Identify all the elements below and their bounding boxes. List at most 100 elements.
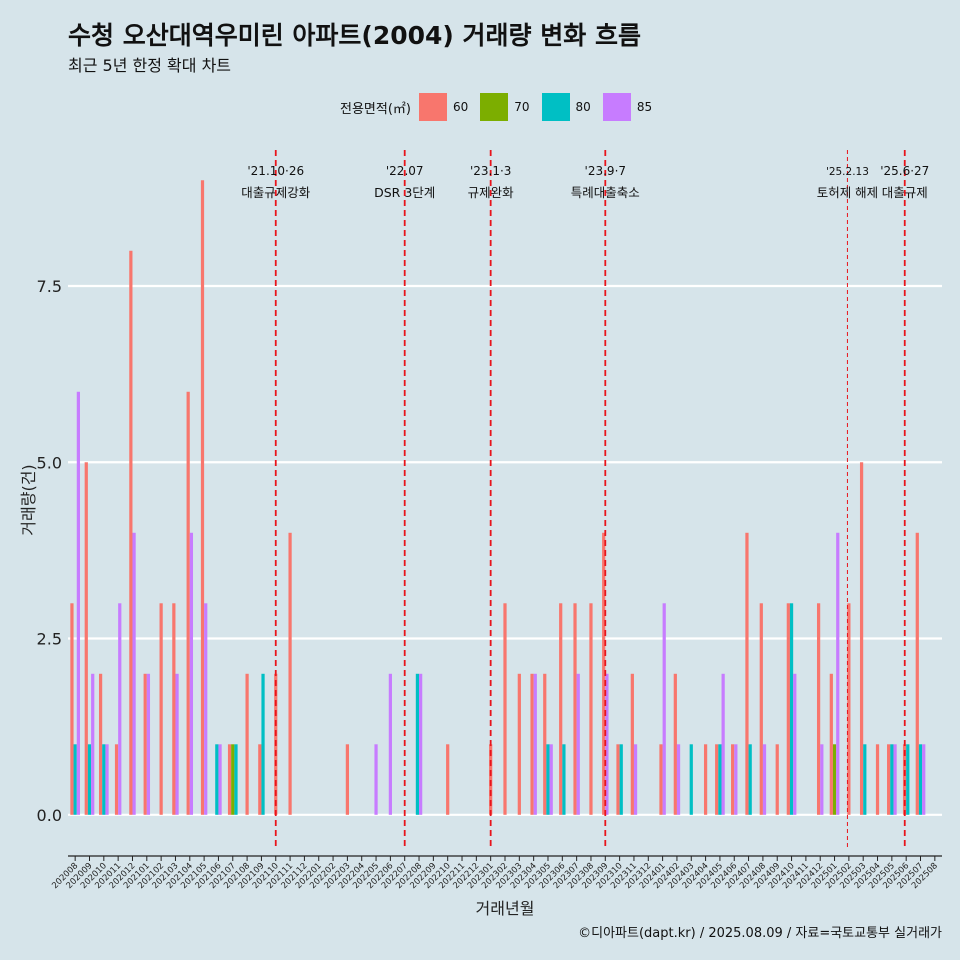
event-date-4: '25.2.13	[826, 166, 869, 178]
legend-item-60: 60	[418, 93, 469, 121]
bar-202501-85	[836, 532, 840, 815]
y-tick-label: 0.0	[37, 806, 62, 825]
bar-202506-80	[906, 744, 910, 815]
bar-202402-85	[676, 744, 681, 815]
legend-label-70: 70	[514, 100, 530, 114]
bar-202402-60	[673, 673, 677, 815]
bar-202505-80	[890, 744, 894, 815]
bar-202306-60	[559, 603, 563, 815]
bar-202011-85	[118, 603, 122, 815]
bar-202106-80	[215, 744, 219, 815]
bar-202109-80	[261, 673, 265, 815]
bar-202009-85	[91, 673, 95, 815]
bar-202009-60	[84, 462, 88, 815]
bar-202309-85	[605, 673, 609, 815]
event-label-1: DSR 3단계	[374, 185, 435, 200]
bar-202405-85	[721, 673, 725, 815]
bar-202107-80	[234, 744, 238, 815]
bar-202104-60	[186, 391, 190, 815]
bar-202406-60	[731, 744, 735, 815]
bar-202008-60	[70, 603, 74, 815]
bar-202107-70	[231, 744, 235, 815]
bar-202503-60	[859, 462, 864, 815]
bar-202505-60	[887, 744, 891, 815]
bar-202210-60	[446, 744, 450, 815]
bar-202403-80	[689, 744, 693, 815]
bar-202010-60	[98, 673, 103, 815]
event-date-0: '21.10·26	[247, 164, 304, 178]
event-date-2: '23.1·3	[470, 164, 511, 178]
legend-swatch-85	[602, 93, 631, 121]
bar-202008-85	[76, 391, 80, 815]
bar-202101-60	[143, 673, 147, 815]
bar-202305-85	[549, 744, 553, 815]
bar-202305-80	[546, 744, 550, 815]
bar-202408-60	[759, 603, 763, 815]
bar-202308-60	[589, 603, 593, 815]
bar-202304-60	[530, 673, 534, 815]
bar-202507-85	[922, 744, 926, 815]
bar-202010-80	[102, 744, 106, 815]
bar-202412-85	[820, 744, 824, 815]
bar-202501-60	[829, 673, 833, 815]
bar-202303-60	[517, 673, 521, 815]
bar-202301-60	[489, 744, 493, 815]
legend-label-80: 80	[575, 100, 591, 114]
bar-202311-60	[630, 673, 634, 815]
bar-202410-85	[793, 673, 797, 815]
chart-title: 수청 오산대역우미린 아파트(2004) 거래량 변화 흐름	[68, 21, 641, 50]
bar-202407-60	[745, 532, 749, 815]
bar-202401-60	[659, 744, 663, 815]
bar-202203-60	[345, 744, 350, 815]
bar-202503-80	[863, 744, 867, 815]
event-label-2: 규제완화	[468, 185, 515, 200]
chart-subtitle: 최근 5년 한정 확대 차트	[68, 56, 232, 75]
bar-202502-60	[847, 603, 851, 815]
bar-202501-70	[832, 744, 837, 815]
bar-202507-60	[915, 532, 919, 815]
bar-202412-60	[816, 603, 821, 815]
bar-202405-80	[718, 744, 722, 815]
legend-swatch-80	[541, 93, 570, 121]
bar-202111-60	[288, 532, 292, 815]
bar-202012-85	[132, 532, 136, 815]
event-label-0: 대출규제강화	[241, 185, 311, 200]
bar-202310-80	[619, 744, 623, 815]
bar-202108-60	[245, 673, 249, 815]
bar-202010-85	[105, 744, 109, 815]
bar-202410-80	[789, 603, 794, 815]
source-caption: ©디아파트(dapt.kr) / 2025.08.09 / 자료=국토교통부 실…	[578, 926, 942, 941]
legend-label-60: 60	[452, 100, 469, 114]
bar-202205-85	[374, 744, 378, 815]
legend-item-70: 70	[480, 93, 530, 121]
bar-202311-85	[633, 744, 638, 815]
bar-202008-80	[73, 744, 77, 815]
bar-202101-85	[146, 673, 151, 815]
event-date-5: '25.6·27	[880, 164, 929, 178]
bar-202206-85	[388, 673, 392, 815]
bar-202208-85	[419, 673, 423, 815]
bar-202401-85	[662, 603, 666, 815]
bar-202405-60	[715, 744, 719, 815]
event-date-3: '23.9·7	[585, 164, 626, 178]
y-tick-label: 2.5	[37, 630, 62, 649]
bar-202306-80	[562, 744, 566, 815]
legend: 전용면적(㎡) 60 70 80 85	[340, 93, 664, 121]
bar-202410-60	[786, 603, 790, 815]
bar-202305-60	[543, 673, 547, 815]
y-axis-title: 거래량(건)	[19, 464, 38, 535]
bar-202505-85	[893, 744, 897, 815]
bar-202307-85	[576, 673, 580, 815]
bar-202307-60	[573, 603, 577, 815]
bar-202106-85	[218, 744, 222, 815]
bar-202408-85	[762, 744, 767, 815]
bar-202309-60	[602, 532, 606, 815]
bar-202012-60	[129, 250, 133, 815]
bar-202104-85	[189, 532, 194, 815]
legend-swatch-60	[418, 93, 447, 121]
legend-item-80: 80	[541, 93, 591, 121]
bar-202109-60	[258, 744, 262, 815]
bar-202310-60	[616, 744, 620, 815]
bar-202409-60	[775, 744, 779, 815]
